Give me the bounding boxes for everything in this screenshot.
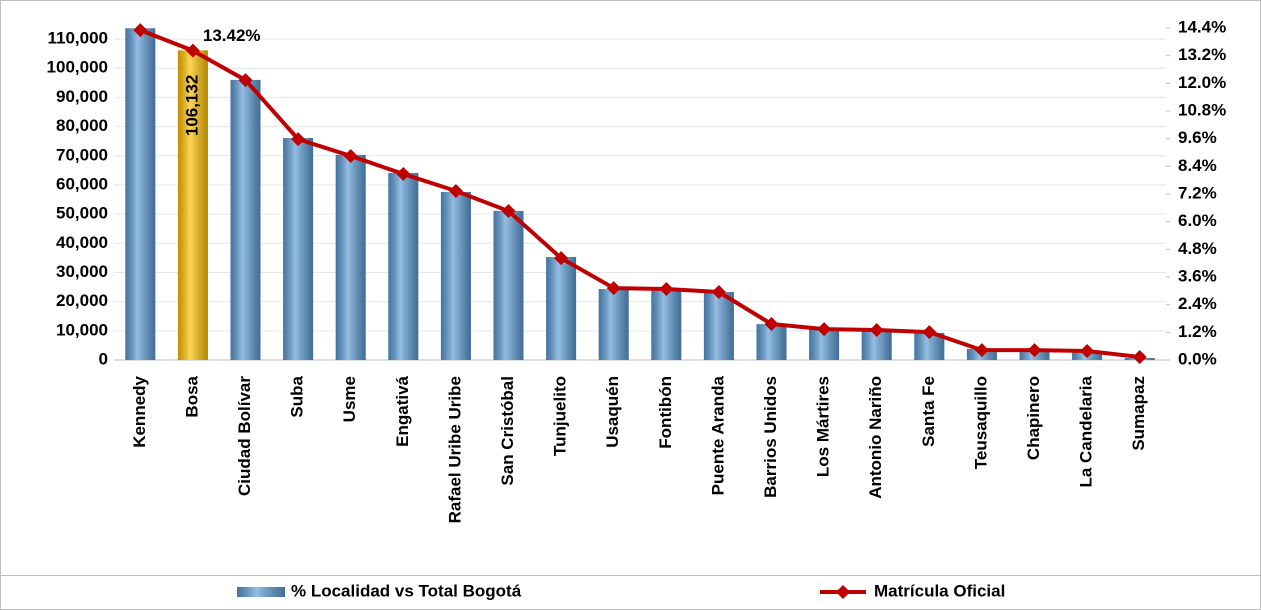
x-tick-label: Suba: [288, 375, 307, 417]
line-marker: [711, 284, 726, 299]
data-label: 106,132: [182, 75, 201, 136]
x-tick-label: Sumapaz: [1129, 376, 1148, 451]
x-tick-label: Bosa: [182, 375, 201, 417]
bar-sheen: [703, 292, 734, 360]
bar-sheen: [177, 50, 208, 361]
x-tick-label: Barrios Unidos: [761, 376, 780, 498]
x-tick-label: Tunjuelito: [551, 376, 570, 456]
x-tick-label: Fontibón: [656, 376, 675, 449]
bar-sheen: [546, 257, 577, 360]
y2-tick-label: 3.6%: [1178, 266, 1217, 285]
line-marker: [448, 184, 463, 199]
line-marker: [291, 132, 306, 147]
line-marker: [869, 323, 884, 338]
x-tick-label: Antonio Nariño: [866, 376, 885, 499]
y-tick-label: 100,000: [47, 58, 108, 77]
line-marker: [396, 166, 411, 181]
y2-tick-label: 8.4%: [1178, 156, 1217, 175]
bar-sheen: [598, 289, 629, 360]
line-marker: [1132, 350, 1147, 365]
x-tick-label: Los Mártires: [814, 376, 833, 477]
line-marker: [501, 204, 516, 219]
y2-tick-label: 2.4%: [1178, 294, 1217, 313]
line-marker: [1027, 343, 1042, 358]
line-marker: [764, 317, 779, 332]
x-tick-label: San Cristóbal: [498, 376, 517, 486]
line-marker: [974, 343, 989, 358]
y-tick-label: 50,000: [56, 204, 108, 223]
legend-label: % Localidad vs Total Bogotá: [291, 581, 522, 600]
y2-tick-label: 0.0%: [1178, 349, 1217, 368]
y2-tick-label: 10.8%: [1178, 100, 1226, 119]
line-marker: [185, 43, 200, 58]
x-tick-label: Rafael Uribe Uribe: [445, 376, 464, 523]
x-tick-label: Usaquén: [603, 376, 622, 448]
y2-tick-label: 4.8%: [1178, 239, 1217, 258]
y-tick-label: 0: [99, 349, 108, 368]
x-tick-label: Chapinero: [1024, 376, 1043, 460]
y-tick-label: 90,000: [56, 87, 108, 106]
line: [139, 28, 1140, 359]
line-marker: [922, 325, 937, 340]
y-tick-label: 40,000: [56, 233, 108, 252]
line-marker: [133, 23, 148, 38]
x-tick-label: Ciudad Bolívar: [235, 376, 254, 496]
line-marker: [554, 251, 569, 266]
line-marker: [343, 148, 358, 163]
line-marker: [659, 281, 674, 296]
x-tick-label: Santa Fe: [919, 376, 938, 447]
bar-sheen: [230, 79, 261, 361]
data-label: 13.42%: [203, 26, 261, 45]
y-tick-label: 60,000: [56, 174, 108, 193]
legend-label: Matrícula Oficial: [874, 581, 1005, 600]
line-marker: [238, 73, 253, 88]
y2-tick-label: 1.2%: [1178, 322, 1217, 341]
bar-sheen: [388, 172, 419, 360]
line-marker: [817, 322, 832, 337]
line-marker: [606, 281, 621, 296]
y2-tick-label: 7.2%: [1178, 183, 1217, 202]
bar-sheen: [125, 28, 156, 360]
y-tick-label: 110,000: [47, 29, 108, 48]
x-tick-label: La Candelaria: [1077, 375, 1096, 487]
y2-tick-label: 14.4%: [1178, 17, 1226, 36]
y-tick-label: 30,000: [56, 262, 108, 281]
x-tick-label: Engativá: [393, 375, 412, 446]
legend-marker: [836, 585, 850, 599]
x-tick-label: Teusaquillo: [971, 376, 990, 469]
y2-tick-label: 6.0%: [1178, 211, 1217, 230]
y2-tick-label: 9.6%: [1178, 128, 1217, 147]
y-tick-label: 70,000: [56, 145, 108, 164]
bar-sheen: [651, 289, 682, 360]
x-tick-label: Kennedy: [130, 375, 149, 447]
legend-swatch-sheen: [237, 587, 285, 597]
x-tick-label: Puente Aranda: [708, 375, 727, 495]
bar-sheen: [440, 191, 471, 360]
y-tick-label: 20,000: [56, 291, 108, 310]
bar-sheen: [493, 210, 524, 360]
y2-tick-label: 13.2%: [1178, 45, 1226, 64]
line-marker: [1080, 344, 1095, 359]
x-tick-label: Usme: [340, 376, 359, 422]
y-tick-label: 80,000: [56, 116, 108, 135]
bar-sheen: [335, 154, 366, 360]
y2-tick-label: 12.0%: [1178, 73, 1226, 92]
bar-sheen: [283, 137, 314, 360]
y-tick-label: 10,000: [56, 320, 108, 339]
